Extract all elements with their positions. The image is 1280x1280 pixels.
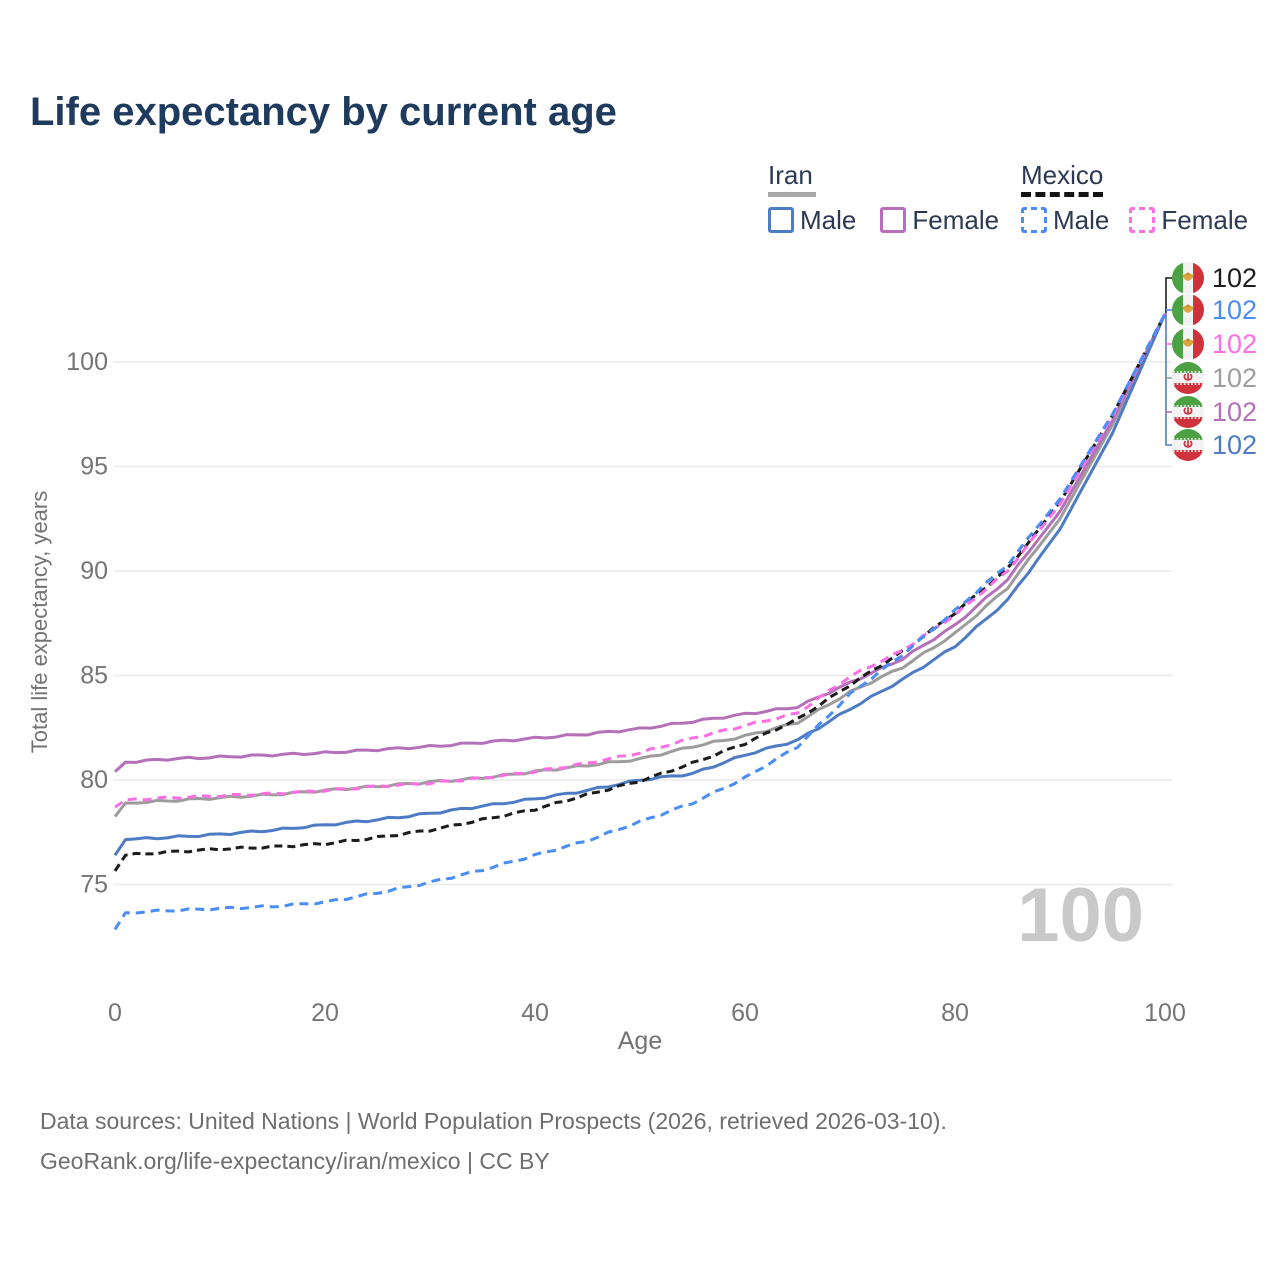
series-line-iran-female [113, 313, 1167, 773]
mexico-female-checkbox[interactable] [1129, 207, 1156, 233]
y-tick-label-80: 80 [80, 766, 108, 794]
iran-male-checkbox[interactable] [768, 207, 794, 233]
y-tick-label-85: 85 [80, 662, 108, 690]
iran-female-checkbox[interactable] [880, 207, 907, 233]
end-value-mexico-male: 102 [1212, 295, 1258, 325]
end-label-iran-male: 102 [1172, 429, 1257, 461]
y-tick-label-100: 100 [66, 348, 108, 376]
series-line-mexico-female [114, 313, 1167, 809]
series-line-iran-male [113, 313, 1167, 857]
mexico-flag-icon [1172, 328, 1204, 360]
page-title: Life expectancy by current age [30, 90, 617, 134]
iran-female-label[interactable]: Female [912, 204, 1000, 235]
mexico-flag-icon [1172, 262, 1204, 294]
mexico-male-checkbox[interactable] [1021, 207, 1047, 233]
series-line-mexico-male [113, 313, 1167, 931]
legend-group-mexico: Mexico Male Female [1021, 160, 1249, 235]
x-tick-label-80: 80 [941, 999, 969, 1027]
end-value-mexico-female: 102 [1212, 329, 1258, 359]
end-value-iran-female: 102 [1212, 397, 1258, 427]
series-line-iran [113, 313, 1167, 818]
end-label-iran: 102 [1172, 362, 1257, 394]
y-tick-label-95: 95 [80, 453, 108, 481]
iran-solid-line-swatch [768, 192, 816, 197]
x-tick-label-60: 60 [731, 999, 759, 1027]
footer-sources: Data sources: United Nations | World Pop… [40, 1108, 947, 1134]
y-tick-label-75: 75 [80, 871, 108, 899]
end-label-mexico: 102 [1172, 262, 1257, 294]
legend-group-iran: Iran Male Female [768, 160, 1000, 235]
x-tick-label-20: 20 [311, 999, 339, 1027]
end-value-mexico: 102 [1212, 263, 1258, 293]
iran-flag-icon [1172, 396, 1204, 428]
x-tick-label-100: 100 [1144, 999, 1186, 1027]
y-axis-title: Total life expectancy, years [27, 491, 52, 754]
end-label-mexico-male: 102 [1172, 294, 1257, 326]
x-axis-title: Age [618, 1027, 662, 1055]
x-tick-label-40: 40 [521, 999, 549, 1027]
age-watermark: 100 [1017, 873, 1144, 958]
mexico-male-label[interactable]: Male [1053, 204, 1110, 235]
legend-iran-title: Iran [768, 160, 813, 190]
series-line-mexico [113, 313, 1167, 872]
y-tick-label-90: 90 [80, 557, 108, 585]
mexico-female-label[interactable]: Female [1161, 204, 1249, 235]
iran-flag-icon [1172, 362, 1204, 394]
mexico-dashed-line-swatch [1021, 192, 1103, 197]
x-tick-label-0: 0 [108, 999, 122, 1027]
mexico-flag-icon [1172, 294, 1204, 326]
end-value-iran-male: 102 [1212, 430, 1258, 460]
end-value-iran: 102 [1212, 363, 1258, 393]
end-label-mexico-female: 102 [1172, 328, 1257, 360]
footer-attribution: GeoRank.org/life-expectancy/iran/mexico … [40, 1148, 550, 1174]
end-label-iran-female: 102 [1172, 396, 1257, 428]
iran-flag-icon [1172, 429, 1204, 461]
legend-mexico-title: Mexico [1021, 160, 1104, 190]
iran-male-label[interactable]: Male [800, 204, 857, 235]
